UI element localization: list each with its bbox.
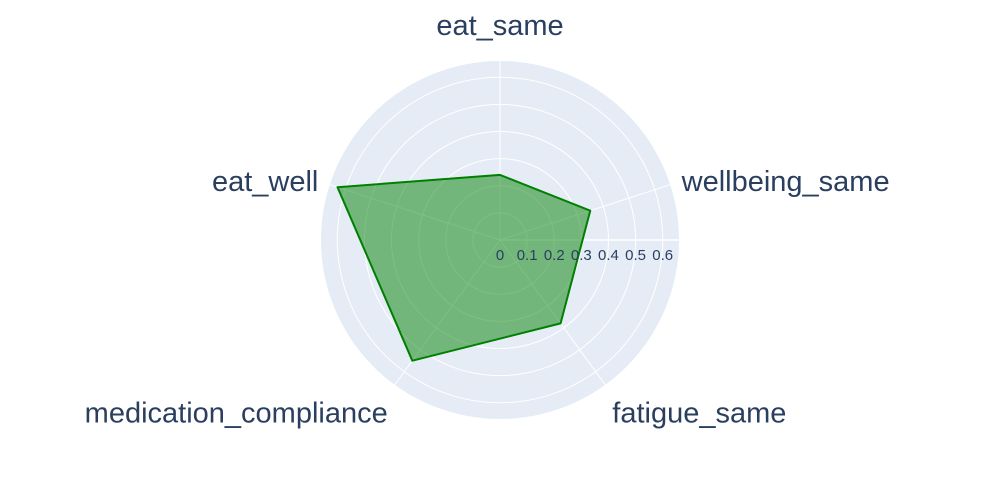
radial-tick-label-3: 0.3 xyxy=(571,247,592,264)
radial-tick-label-0: 0 xyxy=(496,247,504,264)
category-label-fatigue_same: fatigue_same xyxy=(612,398,786,430)
category-label-eat_well: eat_well xyxy=(212,166,318,198)
radial-tick-labels: 0 0.1 0.2 0.3 0.4 0.5 0.6 xyxy=(496,247,673,264)
category-label-wellbeing_same: wellbeing_same xyxy=(681,166,890,198)
radial-tick-label-4: 0.4 xyxy=(598,247,619,264)
radial-tick-label-1: 0.1 xyxy=(517,247,538,264)
category-label-medication_compliance: medication_compliance xyxy=(85,398,388,430)
series-polygon xyxy=(336,173,592,362)
radial-tick-label-6: 0.6 xyxy=(652,247,673,264)
category-label-eat_same: eat_same xyxy=(436,10,563,42)
category-labels: eat_same wellbeing_same fatigue_same medica… xyxy=(85,10,890,430)
radial-tick-label-5: 0.5 xyxy=(625,247,646,264)
radial-tick-label-2: 0.2 xyxy=(544,247,565,264)
